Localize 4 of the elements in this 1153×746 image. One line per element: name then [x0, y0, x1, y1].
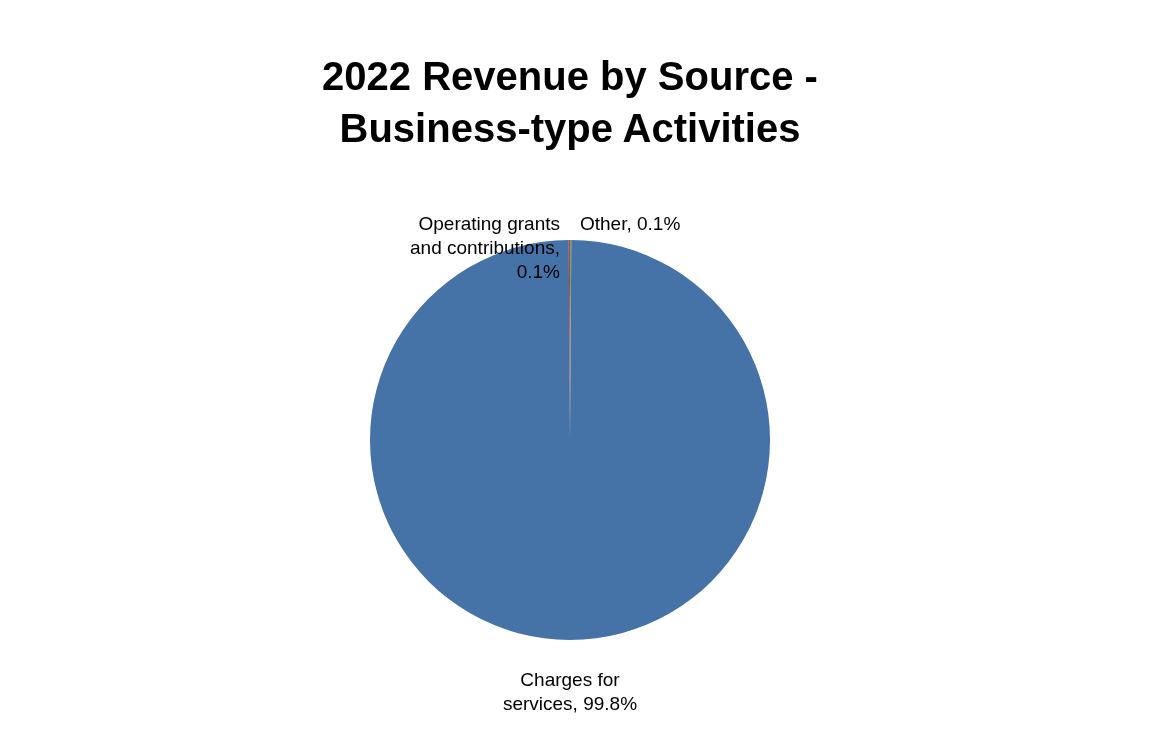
slice-label: Other, 0.1% [580, 213, 681, 234]
chart-title: 2022 Revenue by Source - Business-type Activities [322, 54, 818, 150]
pie-slice [370, 240, 770, 640]
slice-label: Charges for services, 99.8% [502, 669, 638, 714]
